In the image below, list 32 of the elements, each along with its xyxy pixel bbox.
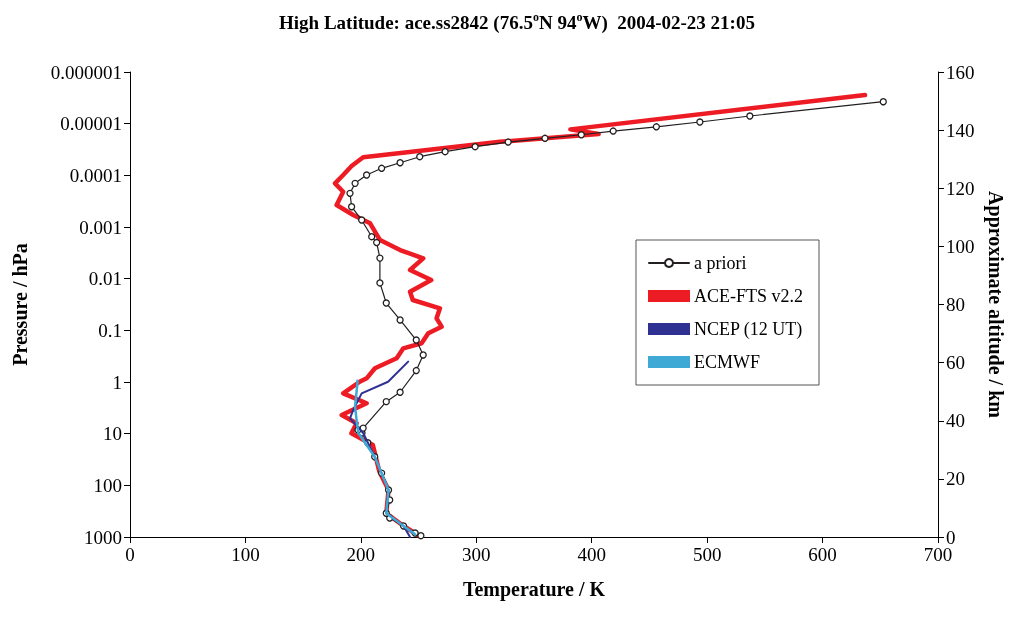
y2-tick-label: 40 [946, 410, 965, 432]
y2-tick-label: 100 [946, 235, 975, 257]
y-tick-label: 10 [103, 423, 122, 445]
y-tick-label: 1 [112, 371, 122, 393]
y-tick-label: 0.001 [79, 216, 122, 238]
x-tick-label: 0 [125, 544, 135, 565]
legend-label: ECMWF [693, 352, 760, 372]
y2-tick-label: 160 [946, 61, 975, 83]
x-tick-label: 300 [462, 544, 491, 565]
y2-tick-label: 80 [946, 294, 965, 315]
x-tick-label: 500 [692, 544, 722, 565]
y2-tick-label: 20 [946, 468, 965, 490]
x-tick-label: 600 [808, 544, 837, 565]
y-tick-label: 1000 [84, 526, 122, 548]
y2-tick-label: 120 [946, 177, 975, 199]
y-tick-label: 0.0001 [69, 164, 122, 186]
y2-tick-label: 60 [946, 352, 965, 374]
legend-label: ACE-FTS v2.2 [693, 286, 803, 306]
y-tick-label: 100 [93, 474, 122, 496]
y2-tick-label: 140 [946, 119, 975, 141]
legend-label: a priori [693, 253, 747, 273]
y-tick-label: 0.1 [98, 319, 122, 341]
x-axis-title: Temperature / K [462, 578, 606, 601]
y-axis-title: Pressure / hPa [9, 243, 31, 366]
y2-axis-title: Approximate altitude / km [984, 191, 1007, 419]
y-tick-label: 0.01 [88, 268, 122, 290]
x-tick-label: 200 [346, 544, 376, 565]
x-tick-label: 100 [231, 544, 260, 565]
legend-label: NCEP (12 UT) [693, 319, 803, 340]
y-tick-label: 0.000001 [50, 61, 122, 83]
x-tick-label: 400 [577, 544, 606, 565]
y-tick-label: 0.00001 [60, 113, 122, 135]
